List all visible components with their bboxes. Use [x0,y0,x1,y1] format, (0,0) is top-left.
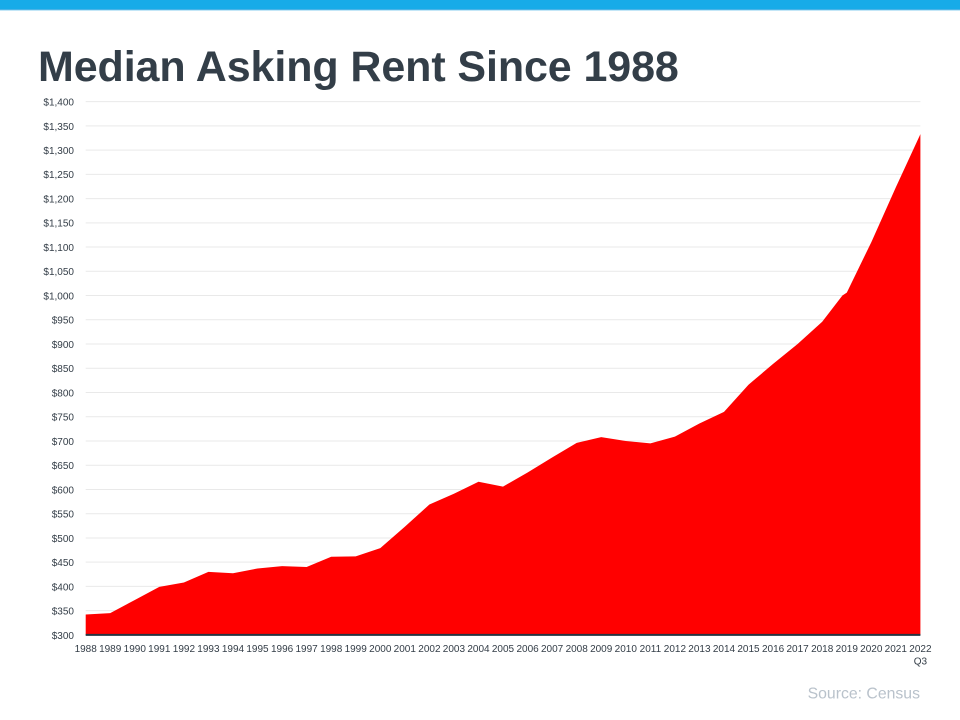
svg-text:$1,350: $1,350 [43,122,74,133]
svg-text:$1,250: $1,250 [43,170,74,181]
svg-text:$500: $500 [52,534,75,545]
svg-text:2022: 2022 [909,644,932,655]
svg-text:$750: $750 [52,413,75,424]
svg-text:2016: 2016 [762,644,785,655]
svg-text:1988: 1988 [75,644,98,655]
svg-text:$900: $900 [52,340,75,351]
svg-text:2011: 2011 [640,644,662,655]
svg-text:$1,000: $1,000 [43,291,74,302]
svg-text:1993: 1993 [197,644,220,655]
svg-text:2017: 2017 [786,644,809,655]
svg-text:2006: 2006 [516,644,539,655]
svg-text:1992: 1992 [173,644,196,655]
svg-text:2014: 2014 [713,644,736,655]
svg-text:$350: $350 [52,607,75,618]
svg-text:1996: 1996 [271,644,294,655]
svg-text:2007: 2007 [541,644,564,655]
svg-text:1997: 1997 [295,644,318,655]
svg-text:$1,400: $1,400 [43,98,74,109]
svg-text:$400: $400 [52,582,75,593]
svg-text:2021: 2021 [885,644,908,655]
svg-text:2019: 2019 [836,644,859,655]
svg-text:2012: 2012 [664,644,687,655]
svg-text:2004: 2004 [467,644,490,655]
svg-text:$1,200: $1,200 [43,194,74,205]
svg-text:1990: 1990 [124,644,147,655]
svg-text:2009: 2009 [590,644,613,655]
svg-text:1999: 1999 [345,644,368,655]
svg-text:$550: $550 [52,510,75,521]
svg-text:2000: 2000 [369,644,392,655]
svg-text:2008: 2008 [566,644,589,655]
svg-text:1994: 1994 [222,644,245,655]
svg-text:$800: $800 [52,388,75,399]
svg-text:$600: $600 [52,485,75,496]
svg-text:$650: $650 [52,461,75,472]
svg-text:2002: 2002 [418,644,441,655]
svg-text:Q3: Q3 [914,657,928,668]
svg-text:$450: $450 [52,558,75,569]
svg-text:2010: 2010 [615,644,638,655]
svg-text:2001: 2001 [394,644,417,655]
svg-text:Source: Census: Source: Census [808,686,920,703]
svg-text:$1,300: $1,300 [43,146,74,157]
svg-text:2018: 2018 [811,644,834,655]
svg-text:1995: 1995 [246,644,269,655]
svg-text:$950: $950 [52,316,75,327]
svg-text:2015: 2015 [737,644,760,655]
svg-text:2003: 2003 [443,644,466,655]
svg-text:2020: 2020 [860,644,883,655]
svg-text:2013: 2013 [688,644,711,655]
svg-text:1989: 1989 [99,644,122,655]
svg-text:1991: 1991 [148,644,171,655]
svg-text:$700: $700 [52,437,75,448]
svg-text:$1,100: $1,100 [43,243,74,254]
svg-text:2005: 2005 [492,644,515,655]
svg-text:$1,150: $1,150 [43,219,74,230]
svg-text:$850: $850 [52,364,75,375]
svg-text:$1,050: $1,050 [43,267,74,278]
svg-text:1998: 1998 [320,644,343,655]
svg-text:$300: $300 [52,631,75,642]
